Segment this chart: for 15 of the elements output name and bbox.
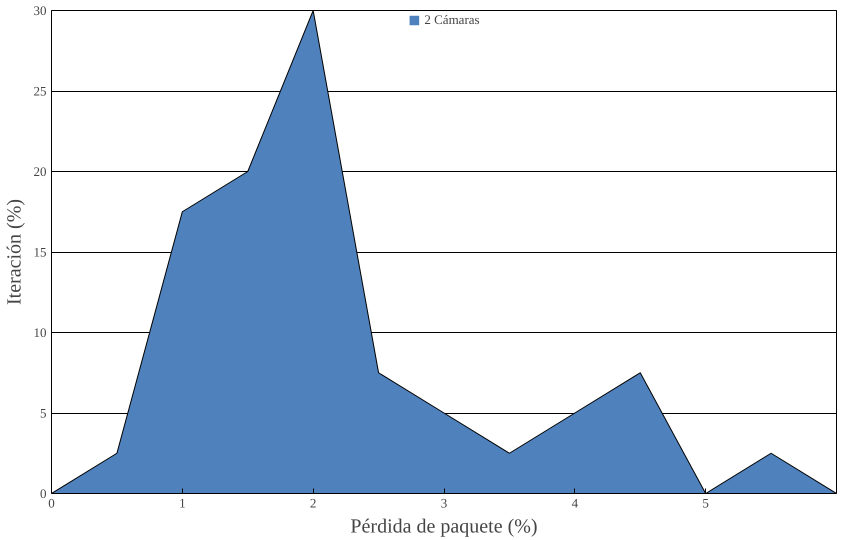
y-tick-label: 30 xyxy=(34,3,46,18)
y-tick-label: 5 xyxy=(40,406,46,420)
y-tick-label: 20 xyxy=(34,164,46,179)
x-tick-label: 4 xyxy=(572,496,579,510)
y-axis-title: Iteración (%) xyxy=(4,198,26,306)
legend-label: 2 Cámaras xyxy=(424,12,480,28)
y-tick-label: 25 xyxy=(34,84,46,98)
x-tick-label: 2 xyxy=(310,496,316,510)
x-tick-label: 3 xyxy=(440,496,448,510)
x-axis-title: Pérdida de paquete (%) xyxy=(350,516,538,538)
y-tick-label: 0 xyxy=(40,486,46,501)
y-tick-label: 10 xyxy=(34,325,46,340)
x-tick-label: 5 xyxy=(702,496,709,510)
x-tick-label: 1 xyxy=(179,496,186,510)
y-tick-label: 15 xyxy=(34,244,46,260)
